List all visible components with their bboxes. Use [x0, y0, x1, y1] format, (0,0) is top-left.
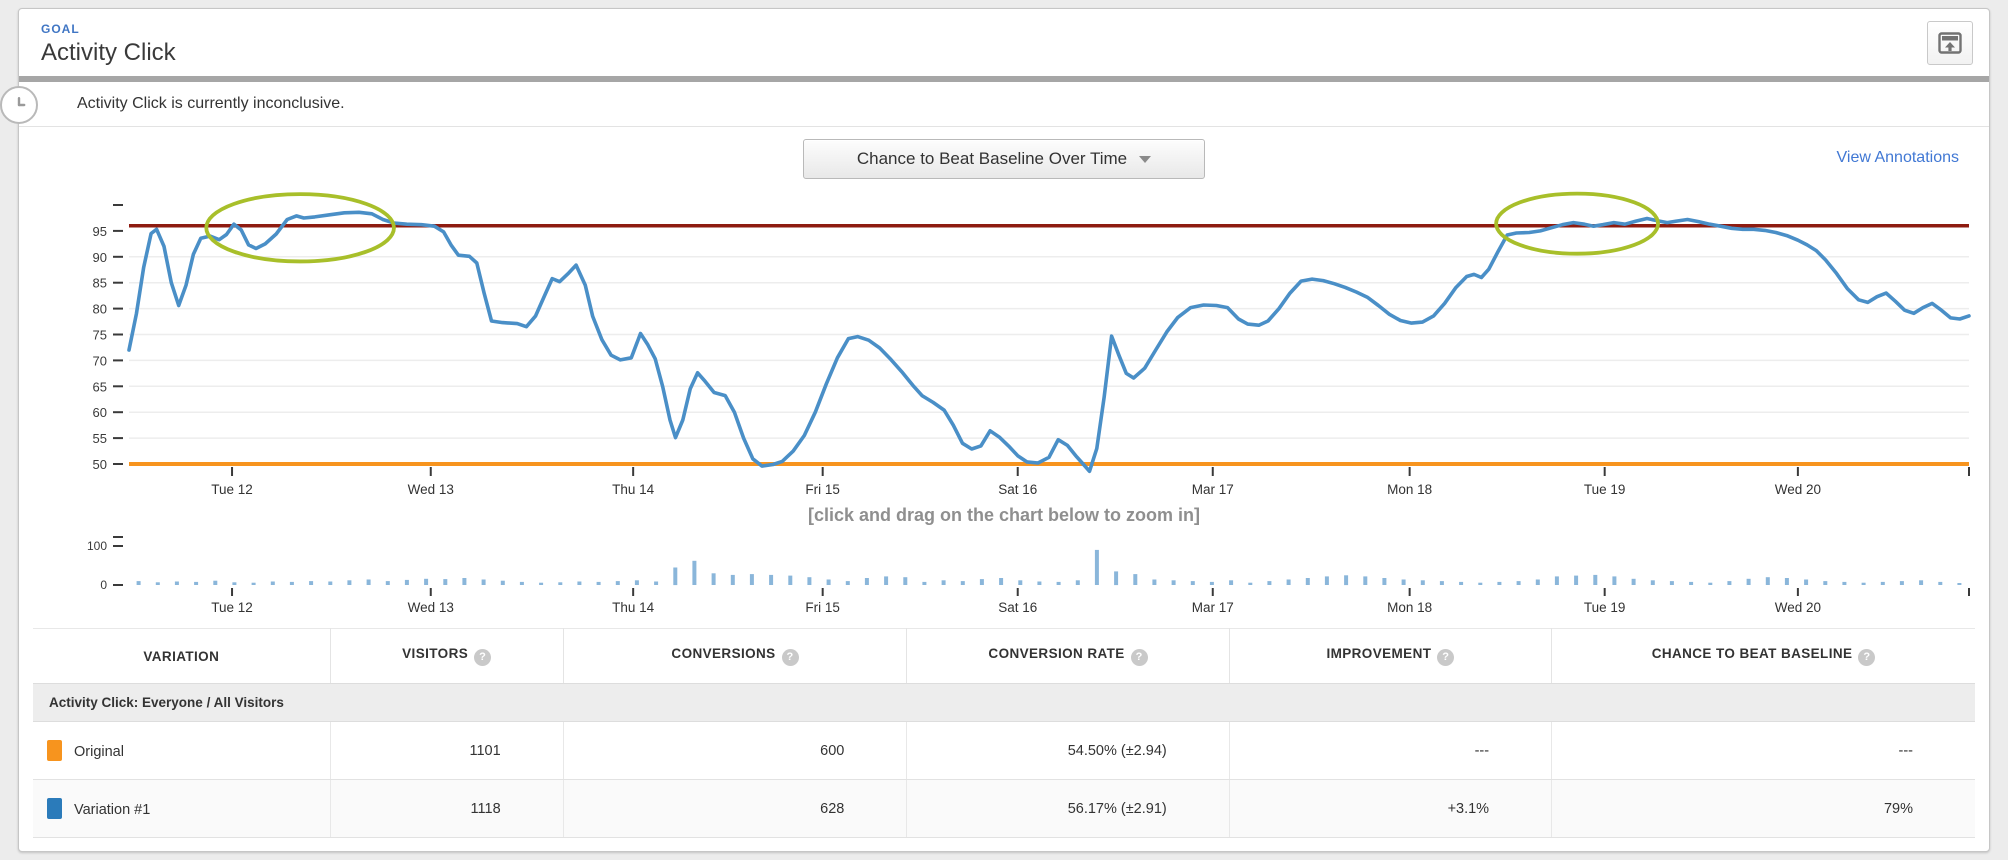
svg-text:65: 65	[93, 379, 107, 394]
svg-text:Mar 17: Mar 17	[1192, 482, 1234, 497]
visitors-cell: 1101	[330, 721, 564, 780]
navigator-bars	[136, 549, 1962, 586]
svg-text:Wed 13: Wed 13	[408, 600, 454, 615]
improvement-cell: +3.1%	[1229, 779, 1553, 838]
column-header-label: VISITORS	[402, 646, 469, 661]
svg-text:85: 85	[93, 276, 107, 291]
help-icon[interactable]: ?	[1130, 649, 1148, 666]
svg-text:95: 95	[93, 224, 107, 239]
column-header-label: CONVERSIONS	[671, 646, 776, 661]
chance-to-beat-baseline-cell: 79%	[1551, 779, 1975, 838]
svg-text:Tue 19: Tue 19	[1584, 482, 1626, 497]
chevron-down-icon	[1139, 155, 1152, 163]
y-axis: 50 55 60 65 70 75 80 85 90 95	[93, 204, 123, 472]
svg-text:Mon 18: Mon 18	[1387, 600, 1432, 615]
table-row-variation-1: Variation #1 1118 628 56.17% (±2.91) +3.1% 79…	[33, 779, 1975, 838]
variation-cell: Original	[33, 721, 331, 780]
column-header-improvement: IMPROVEMENT?	[1229, 628, 1553, 684]
column-header-label: CHANCE TO BEAT BASELINE	[1651, 646, 1853, 661]
column-header-chance-to-beat-baseline: CHANCE TO BEAT BASELINE?	[1551, 628, 1975, 684]
variation-1-line-series	[127, 210, 1971, 474]
column-header-label: VARIATION	[143, 648, 220, 664]
svg-text:Fri 15: Fri 15	[805, 600, 840, 615]
column-header-visitors: VISITORS?	[330, 628, 564, 684]
results-table-wrap: VARIATION VISITORS? CONVERSIONS? CONVERSION…	[33, 628, 1975, 838]
metric-dropdown[interactable]: Chance to Beat Baseline Over Time	[803, 139, 1205, 179]
svg-text:Tue 12: Tue 12	[211, 482, 253, 497]
conversion-rate-cell: 54.50% (±2.94)	[906, 721, 1230, 780]
results-table: VARIATION VISITORS? CONVERSIONS? CONVERSION…	[33, 628, 1975, 838]
help-icon[interactable]: ?	[474, 649, 492, 666]
table-group-row: Activity Click: Everyone / All Visitors	[33, 683, 1975, 722]
chart-controls: Chance to Beat Baseline Over Time View A…	[19, 139, 1989, 189]
svg-text:Thu 14: Thu 14	[612, 600, 655, 615]
svg-text:Wed 20: Wed 20	[1775, 482, 1821, 497]
column-header-conversion-rate: CONVERSION RATE?	[906, 628, 1230, 684]
svg-text:Fri 15: Fri 15	[805, 482, 840, 497]
clock-icon	[0, 86, 38, 124]
svg-text:Tue 19: Tue 19	[1584, 600, 1626, 615]
navigator-chart-area[interactable]: 100 0 Tue 12 Wed 13 Thu 14 Fri 15 Sat 16 Mar 17…	[19, 530, 1989, 615]
metric-dropdown-label: Chance to Beat Baseline Over Time	[856, 149, 1128, 168]
svg-text:Wed 20: Wed 20	[1775, 600, 1821, 615]
help-icon[interactable]: ?	[1858, 649, 1876, 666]
svg-text:Tue 12: Tue 12	[211, 600, 253, 615]
status-row: Activity Click is currently inconclusive…	[0, 82, 1989, 127]
column-header-label: IMPROVEMENT	[1326, 646, 1432, 661]
svg-text:Mon 18: Mon 18	[1387, 482, 1432, 497]
help-icon[interactable]: ?	[781, 649, 799, 666]
zoom-navigator-chart[interactable]: 100 0 Tue 12 Wed 13 Thu 14 Fri 15 Sat 16 Mar 17…	[29, 530, 1979, 615]
conversion-rate-cell: 56.17% (±2.91)	[906, 779, 1230, 838]
svg-text:50: 50	[93, 457, 107, 472]
annotation-ellipse	[204, 192, 396, 264]
conversions-cell: 628	[563, 779, 908, 838]
variation-name: Variation #1	[74, 802, 151, 818]
status-text: Activity Click is currently inconclusive…	[77, 95, 345, 112]
visitors-cell: 1118	[330, 779, 564, 838]
svg-text:55: 55	[93, 431, 107, 446]
chance-to-beat-baseline-chart[interactable]: 50 55 60 65 70 75 80 85 90 95 Tue 12 Wed 13 Thu 14 Fr…	[29, 189, 1979, 499]
column-header-label: CONVERSION RATE	[988, 646, 1125, 661]
svg-text:75: 75	[93, 328, 107, 343]
svg-text:Mar 17: Mar 17	[1192, 600, 1234, 615]
svg-text:Thu 14: Thu 14	[612, 482, 655, 497]
navigator-y-axis: 100 0	[87, 536, 123, 592]
svg-text:80: 80	[93, 302, 107, 317]
goal-label: GOAL	[41, 22, 80, 36]
help-icon[interactable]: ?	[1437, 649, 1455, 666]
goal-header: GOAL Activity Click	[19, 9, 1989, 76]
svg-text:100: 100	[87, 539, 107, 553]
y-gridlines	[129, 256, 1969, 439]
chance-to-beat-baseline-cell: ---	[1551, 721, 1975, 780]
navigator-x-axis: Tue 12 Wed 13 Thu 14 Fri 15 Sat 16 Mar 17 Mon …	[211, 588, 1970, 615]
dock-to-top-icon	[1938, 32, 1962, 54]
zoom-instruction-text: [click and drag on the chart below to zo…	[807, 505, 1201, 525]
svg-text:Wed 13: Wed 13	[408, 482, 454, 497]
table-header-row: VARIATION VISITORS? CONVERSIONS? CONVERSION…	[33, 628, 1975, 684]
variation-color-swatch	[47, 798, 62, 819]
column-header-conversions: CONVERSIONS?	[563, 628, 908, 684]
improvement-cell: ---	[1229, 721, 1553, 780]
variation-color-swatch	[47, 740, 62, 761]
main-chart-area[interactable]: 50 55 60 65 70 75 80 85 90 95 Tue 12 Wed 13 Thu 14 Fr…	[19, 189, 1989, 499]
group-row-label: Activity Click: Everyone / All Visitors	[33, 683, 1975, 722]
variation-name: Original	[74, 744, 124, 760]
svg-text:70: 70	[93, 353, 107, 368]
svg-text:0: 0	[100, 578, 107, 592]
conversions-cell: 600	[563, 721, 908, 780]
x-axis: Tue 12 Wed 13 Thu 14 Fri 15 Sat 16 Mar 17 Mon …	[211, 467, 1970, 497]
svg-text:60: 60	[93, 405, 107, 420]
annotation-ellipse	[1494, 191, 1660, 256]
svg-text:Sat 16: Sat 16	[998, 482, 1037, 497]
page-title: Activity Click	[41, 39, 176, 66]
variation-cell: Variation #1	[33, 779, 331, 838]
header-divider	[19, 76, 1989, 82]
collapse-panel-button[interactable]	[1927, 21, 1973, 65]
goal-panel: GOAL Activity Click Activity Click is cu…	[0, 8, 1990, 852]
table-row-original: Original 1101 600 54.50% (±2.94) --- ---	[33, 721, 1975, 780]
svg-text:90: 90	[93, 250, 107, 265]
column-header-variation: VARIATION	[33, 628, 331, 684]
view-annotations-link[interactable]: View Annotations	[1836, 149, 1959, 166]
svg-text:Sat 16: Sat 16	[998, 600, 1037, 615]
